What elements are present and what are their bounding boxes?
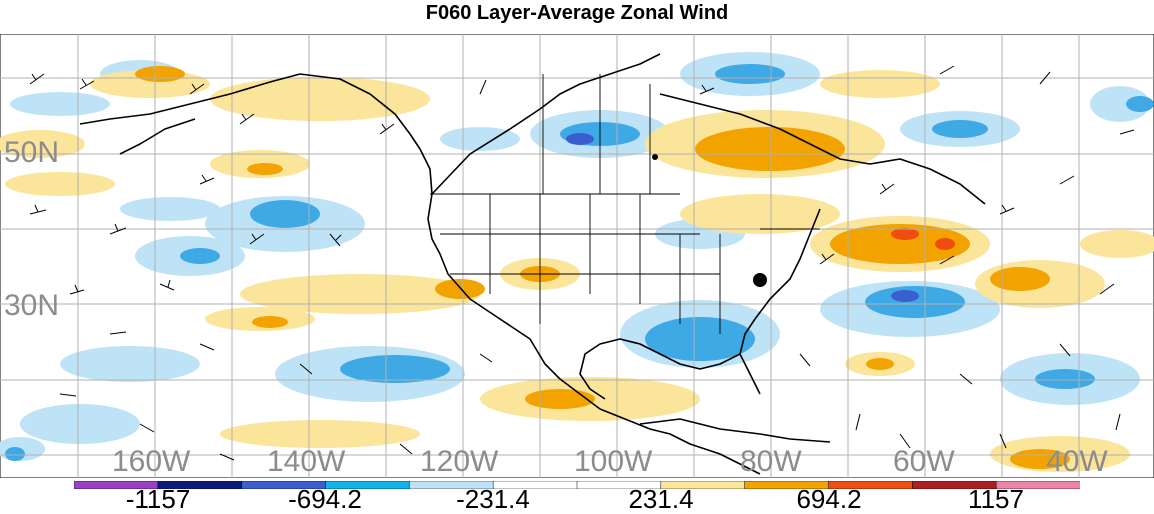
colorbar-label: -1157	[125, 484, 191, 514]
location-marker-small	[652, 154, 658, 160]
colorbar-label: 694.2	[796, 484, 862, 514]
colorbar-label: 231.4	[628, 484, 694, 514]
map-title: F060 Layer-Average Zonal Wind	[425, 2, 729, 24]
wind-barbs	[29, 65, 1135, 461]
lat-label-30n: 30N	[4, 289, 60, 322]
colorbar-label: -694.2	[288, 484, 362, 514]
coastlines	[79, 53, 986, 475]
location-marker	[753, 273, 767, 287]
lat-label-50n: 50N	[4, 136, 60, 169]
zonal-wind-map	[0, 34, 1154, 478]
lon-label-160w: 160W	[112, 445, 191, 478]
lon-label-120w: 120W	[420, 445, 499, 478]
colorbar-segment	[995, 481, 1080, 489]
lon-label-60w: 60W	[893, 445, 955, 478]
lon-label-140w: 140W	[267, 445, 346, 478]
colorbar	[74, 481, 1080, 489]
lon-label-100w: 100W	[574, 445, 653, 478]
political-boundaries	[430, 74, 820, 334]
lon-label-40w: 40W	[1046, 445, 1108, 478]
colorbar-label: -231.4	[456, 484, 530, 514]
colorbar-label: 1157	[968, 484, 1024, 514]
lon-label-80w: 80W	[740, 445, 802, 478]
lat-lon-grid	[0, 34, 1154, 478]
